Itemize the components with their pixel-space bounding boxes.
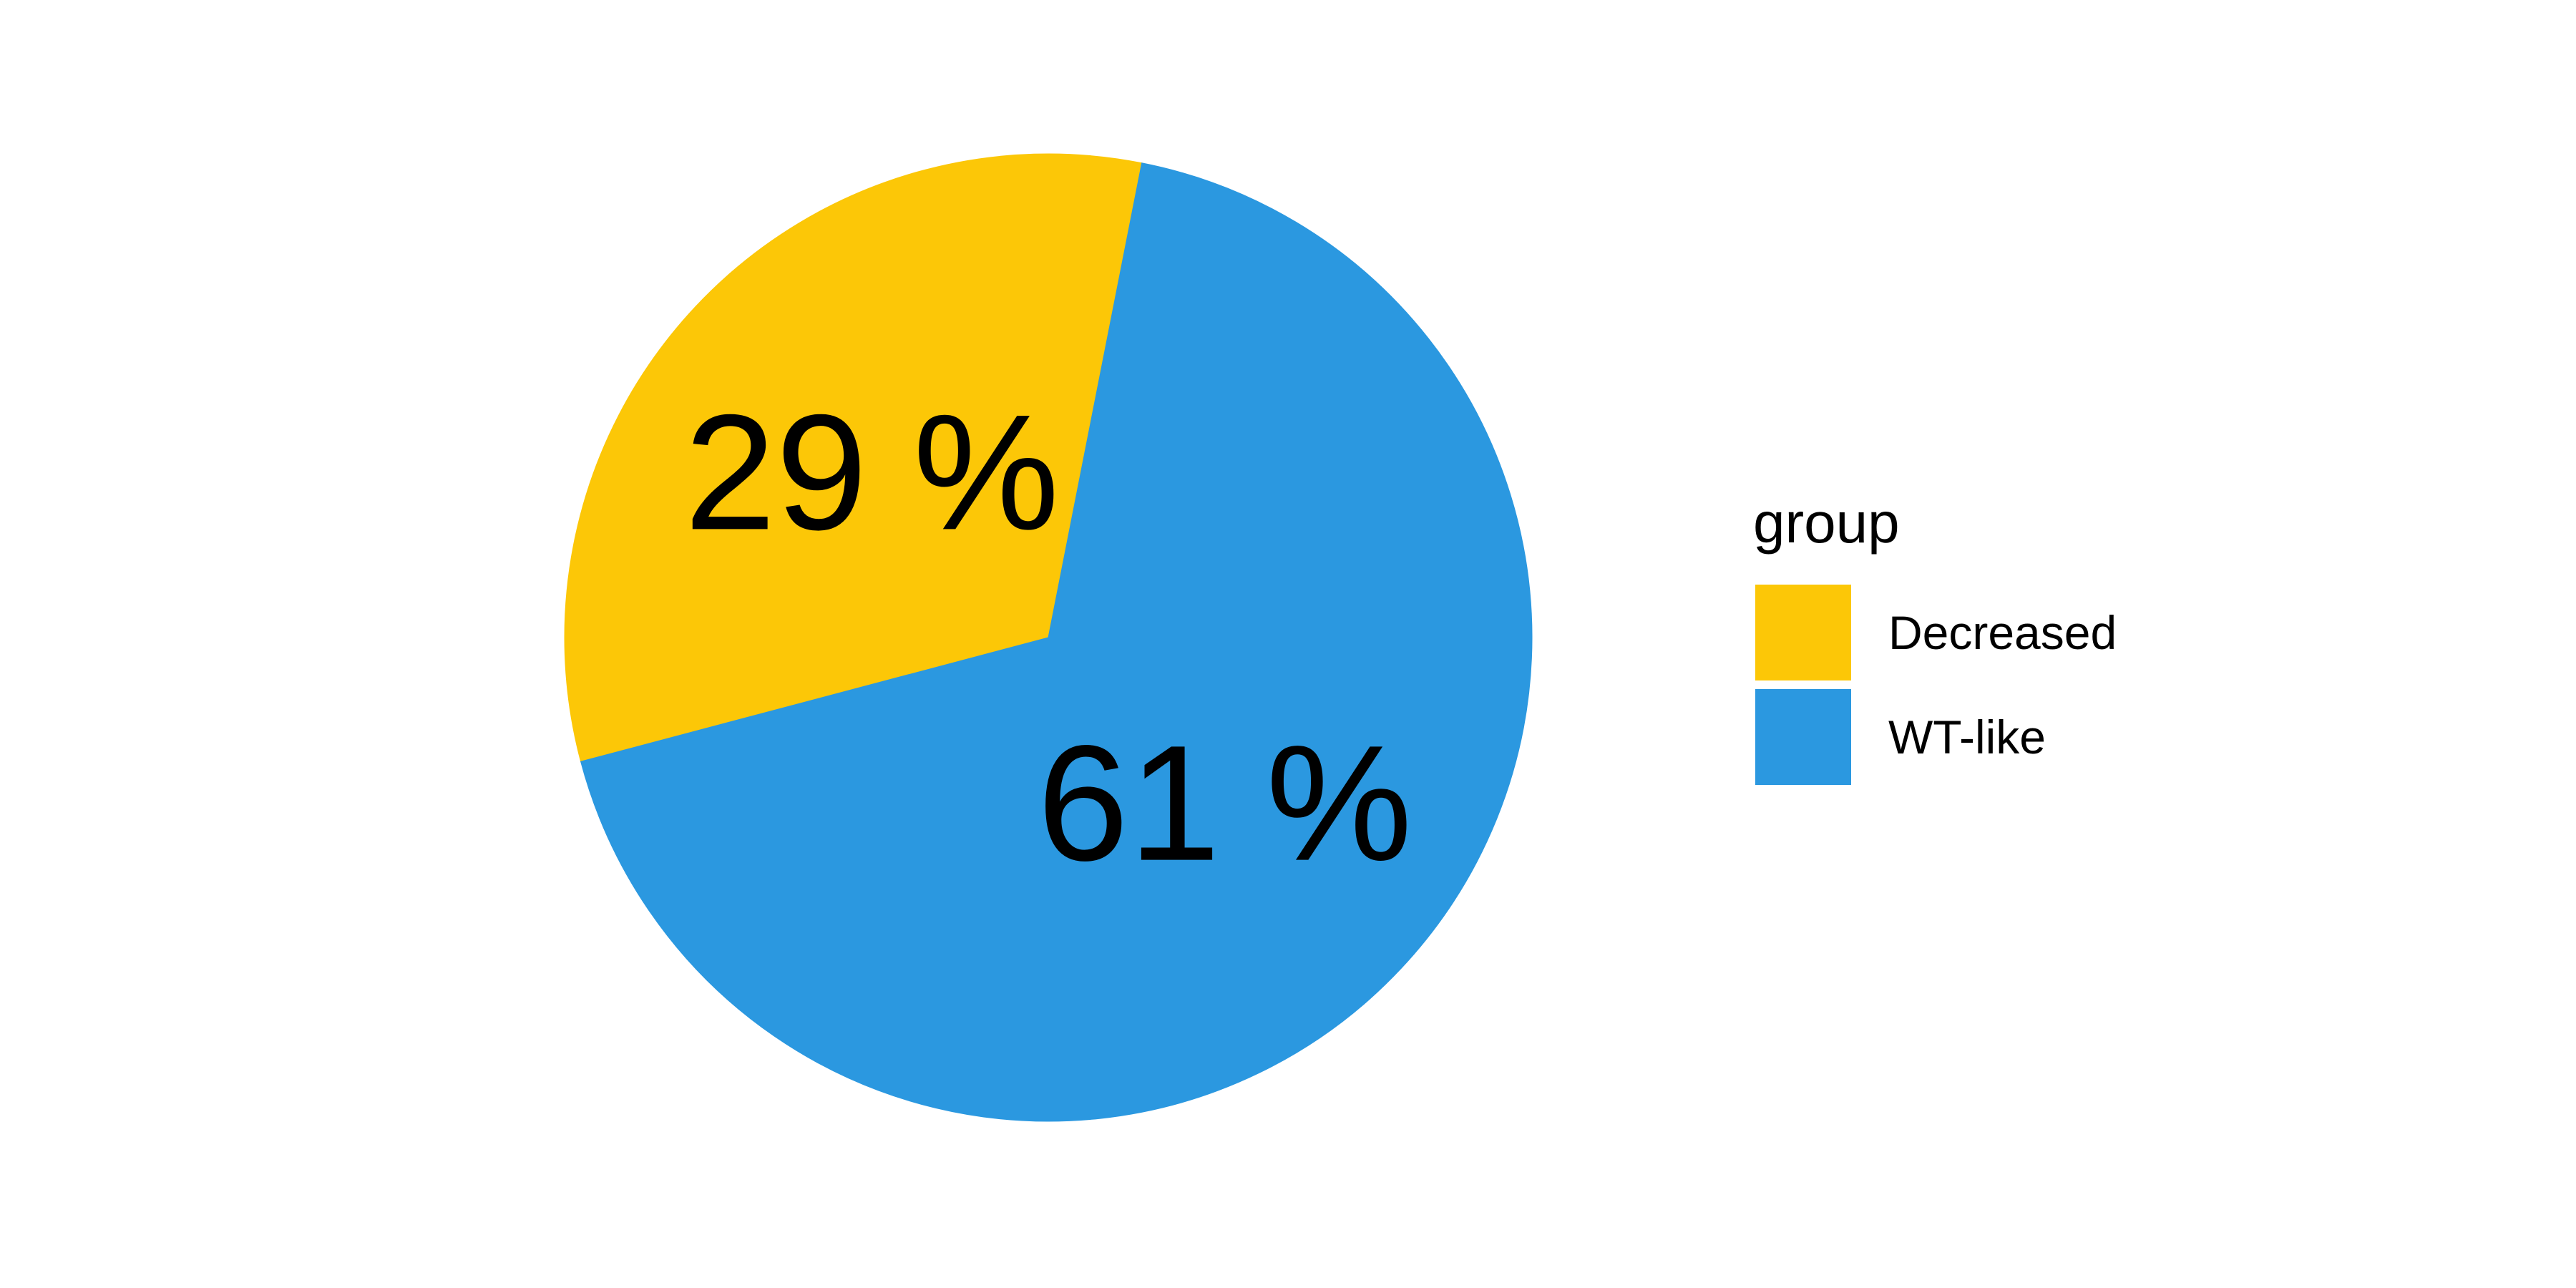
pie-slice-labels: 29 % 61 %	[684, 380, 1412, 894]
pie-slice-decreased	[564, 153, 1143, 762]
pie-slices	[564, 153, 1533, 1122]
legend-label-decreased: Decreased	[1888, 606, 2117, 659]
legend-key-wt-like	[1755, 689, 1851, 785]
legend: group Decreased WT-like	[1753, 491, 2117, 785]
legend-items: Decreased WT-like	[1755, 585, 2117, 785]
pie-slice-wt-like	[580, 162, 1533, 1122]
pie-slice-label-wt-like: 61 %	[1037, 711, 1412, 895]
legend-key-decreased	[1755, 585, 1851, 680]
pie-slice-label-decreased: 29 %	[684, 380, 1059, 564]
legend-label-wt-like: WT-like	[1888, 711, 2046, 763]
legend-title: group	[1753, 491, 1900, 555]
